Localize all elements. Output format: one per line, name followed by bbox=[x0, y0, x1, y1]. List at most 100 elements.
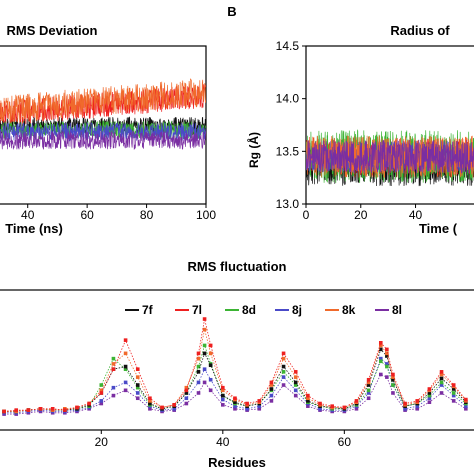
rmsf-point-7l bbox=[160, 405, 164, 410]
rmsf-point-7l bbox=[366, 377, 371, 382]
rmsd-x-tick-label: 80 bbox=[140, 208, 154, 222]
rmsf-point-8j bbox=[257, 404, 262, 408]
rmsf-point-7f bbox=[281, 364, 286, 369]
rmsf-point-8l bbox=[366, 396, 371, 401]
rmsf-plot-frame bbox=[0, 289, 474, 431]
rmsf-point-7l bbox=[293, 370, 298, 374]
rmsf-point-7l bbox=[135, 367, 140, 371]
rmsf-point-8l bbox=[306, 404, 310, 408]
rmsf-point-8d bbox=[111, 356, 116, 361]
rmsf-point-7l bbox=[184, 388, 189, 393]
rmsf-point-8k bbox=[123, 351, 128, 356]
rmsf-point-7l bbox=[221, 385, 225, 390]
rmsf-point-7l bbox=[439, 370, 444, 374]
rmsf-point-7l bbox=[38, 407, 43, 411]
rg-x-tick-label: 20 bbox=[354, 208, 368, 222]
rmsf-point-7l bbox=[415, 399, 420, 403]
rmsf-point-7f bbox=[293, 380, 298, 385]
rmsf-point-7l bbox=[2, 409, 6, 414]
rmsf-point-8k bbox=[306, 396, 310, 401]
rmsf-point-7f bbox=[202, 351, 207, 356]
rmsf-point-8k bbox=[202, 327, 207, 332]
rmsf-point-8l bbox=[427, 400, 432, 404]
rmsf-point-7l bbox=[281, 351, 286, 356]
rg-trace-8l bbox=[306, 139, 474, 174]
rmsd-trace-8l bbox=[0, 130, 206, 150]
rmsf-point-7l bbox=[111, 367, 116, 371]
rmsf-point-8j bbox=[208, 377, 213, 382]
rmsf-point-7l bbox=[385, 347, 389, 352]
rmsf-point-7l bbox=[378, 341, 383, 345]
rmsf-point-8l bbox=[123, 388, 128, 393]
rmsf-point-7l bbox=[172, 403, 177, 407]
rmsf-point-8k bbox=[111, 362, 116, 366]
rmsf-point-7l bbox=[391, 372, 395, 377]
rmsf-point-7l bbox=[148, 396, 152, 401]
rmsf-point-8k bbox=[391, 375, 395, 379]
rmsf-point-8k bbox=[269, 383, 274, 387]
rmsf-point-7l bbox=[342, 405, 347, 410]
rmsf-point-8d bbox=[427, 393, 432, 398]
rmsf-point-7l bbox=[233, 396, 237, 401]
rmsf-point-8j bbox=[451, 393, 456, 398]
rmsf-point-8d bbox=[439, 380, 444, 385]
legend-label-7f: 7f bbox=[142, 303, 154, 317]
rmsf-point-8j bbox=[427, 396, 432, 401]
rmsf-point-8l bbox=[385, 375, 389, 379]
rmsf-line-8l bbox=[4, 373, 467, 415]
rmsf-point-8j bbox=[135, 391, 140, 395]
rmsf-point-7l bbox=[451, 383, 456, 387]
rg-x-axis-label: Time ( bbox=[419, 221, 458, 236]
rmsd-trace-8j bbox=[0, 121, 206, 142]
rmsf-x-tick-label: 40 bbox=[216, 435, 230, 449]
rmsf-point-7l bbox=[427, 387, 432, 391]
rmsf-point-8d bbox=[281, 370, 286, 374]
rmsf-point-7l bbox=[306, 393, 310, 398]
rmsf-point-8l bbox=[281, 383, 286, 387]
rg-y-tick-label: 13.5 bbox=[276, 144, 300, 158]
rmsf-point-8l bbox=[99, 401, 104, 406]
rmsf-point-8j bbox=[281, 375, 286, 379]
rmsf-point-7f bbox=[391, 377, 395, 382]
rg-y-tick-label: 13.0 bbox=[276, 197, 300, 211]
rmsf-point-8d bbox=[378, 359, 383, 364]
rmsf-point-8j bbox=[439, 383, 444, 387]
rmsf-point-7f bbox=[208, 363, 213, 368]
rmsf-line-8j bbox=[4, 357, 467, 414]
rmsf-point-8j bbox=[415, 404, 420, 408]
rmsf-point-8j bbox=[378, 356, 383, 361]
rmsf-traces bbox=[2, 317, 468, 416]
rmsf-point-8k bbox=[99, 388, 104, 393]
rmsf-point-8l bbox=[196, 391, 201, 395]
rmsd-trace-7f bbox=[0, 116, 206, 136]
rg-y-tick-label: 14.0 bbox=[276, 92, 300, 106]
rmsf-point-8l bbox=[354, 407, 359, 411]
rmsf-point-8l bbox=[233, 407, 237, 411]
rmsf-point-7l bbox=[464, 397, 468, 402]
rmsf-point-8j bbox=[293, 388, 298, 393]
rmsf-point-7f bbox=[306, 399, 310, 403]
rmsf-legend: 7f 7l 8d 8j 8k 8l bbox=[125, 303, 402, 317]
rmsf-point-7f bbox=[135, 383, 140, 387]
rmsd-title: RMS Deviation bbox=[6, 23, 97, 38]
rmsf-line-7l bbox=[4, 318, 467, 412]
rmsf-point-8l bbox=[293, 393, 298, 398]
rmsf-x-axis-label: Residues bbox=[208, 455, 266, 470]
rmsf-point-8j bbox=[196, 380, 201, 385]
rmsf-x-tick-label: 60 bbox=[338, 435, 352, 449]
rg-title: Radius of bbox=[390, 23, 450, 38]
rmsf-point-7l bbox=[14, 408, 19, 412]
rmsf-point-8l bbox=[415, 407, 420, 411]
rg-axis-ticks: 0 20 40 13.0 13.5 14.0 14.5 bbox=[276, 39, 423, 222]
rmsf-point-8k bbox=[385, 351, 389, 356]
rmsf-point-7f bbox=[196, 370, 201, 374]
rmsf-point-8l bbox=[257, 407, 262, 411]
rmsf-point-8l bbox=[464, 407, 468, 411]
rmsd-trace-8k bbox=[0, 78, 206, 123]
legend-label-7l: 7l bbox=[192, 303, 202, 317]
rmsf-point-8l bbox=[202, 380, 207, 385]
rmsf-point-8l bbox=[184, 401, 189, 406]
rmsf-point-8k bbox=[439, 372, 444, 377]
rmsf-point-7f bbox=[378, 347, 383, 352]
rmsf-point-8l bbox=[221, 403, 225, 407]
